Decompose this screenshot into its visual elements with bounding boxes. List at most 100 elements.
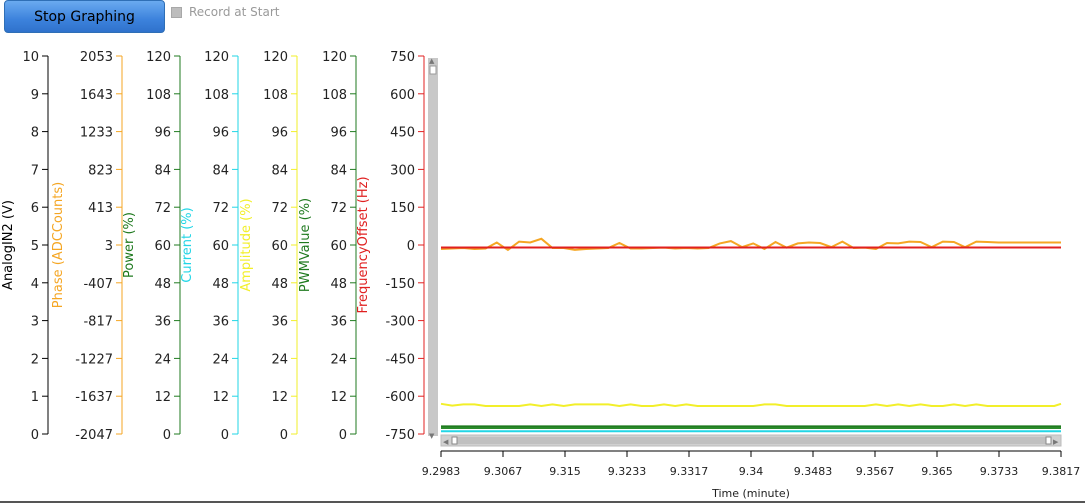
tick-label-power: 60: [154, 239, 171, 254]
tick-label-pwm: 72: [330, 201, 347, 216]
tick-label-frequency: -150: [385, 277, 415, 292]
x-tick-label: 9.3483: [794, 465, 833, 478]
tick-label-phase: 2053: [80, 50, 113, 65]
tick-label-analog: 4: [31, 277, 39, 292]
tick-label-power: 84: [154, 163, 171, 178]
tick-label-analog: 6: [31, 201, 39, 216]
tick-label-power: 0: [163, 428, 171, 443]
tick-label-current: 48: [212, 277, 229, 292]
record-at-start-label: Record at Start: [189, 5, 280, 19]
tick-label-current: 120: [204, 50, 229, 65]
tick-label-current: 72: [212, 201, 229, 216]
tick-label-frequency: -750: [385, 428, 415, 443]
x-tick-label: 9.3317: [670, 465, 709, 478]
axis-title-amplitude: Amplitude (%): [239, 198, 254, 291]
x-tick-label: 9.365: [921, 465, 953, 478]
tick-label-power: 96: [154, 126, 171, 141]
tick-label-pwm: 36: [330, 315, 347, 330]
tick-label-amplitude: 72: [271, 201, 288, 216]
tick-label-analog: 10: [22, 50, 39, 65]
window-bottom-border: [0, 501, 1085, 503]
axis-title-power: Power (%): [122, 212, 137, 278]
axis-title-current: Current (%): [180, 207, 195, 282]
tick-label-analog: 5: [31, 239, 39, 254]
tick-label-pwm: 0: [339, 428, 347, 443]
record-at-start-checkbox[interactable]: [171, 6, 182, 18]
tick-label-pwm: 84: [330, 163, 347, 178]
record-at-start-option[interactable]: Record at Start: [171, 3, 279, 21]
tick-label-power: 12: [154, 390, 171, 405]
tick-label-phase: 3: [105, 239, 113, 254]
tick-label-phase: -1637: [75, 390, 113, 405]
tick-label-phase: -2047: [75, 428, 113, 443]
tick-label-analog: 8: [31, 126, 39, 141]
tick-label-phase: 413: [88, 201, 113, 216]
tick-label-phase: -1227: [75, 352, 113, 367]
tick-label-phase: 823: [88, 163, 113, 178]
tick-label-amplitude: 108: [263, 88, 288, 103]
horizontal-scrollbar-thumb: [452, 437, 1050, 444]
tick-label-phase: -407: [83, 277, 113, 292]
tick-label-frequency: -300: [385, 315, 415, 330]
x-tick-label: 9.3067: [484, 465, 523, 478]
tick-label-frequency: 150: [390, 201, 415, 216]
tick-label-amplitude: 60: [271, 239, 288, 254]
tick-label-phase: 1233: [80, 126, 113, 141]
tick-label-analog: 9: [31, 88, 39, 103]
tick-label-pwm: 96: [330, 126, 347, 141]
tick-label-pwm: 24: [330, 352, 347, 367]
tick-label-amplitude: 12: [271, 390, 288, 405]
x-tick-label: 9.3733: [980, 465, 1019, 478]
tick-label-pwm: 120: [322, 50, 347, 65]
x-tick-label: 9.315: [549, 465, 581, 478]
tick-label-phase: -817: [83, 315, 113, 330]
tick-label-analog: 3: [31, 315, 39, 330]
x-tick-label: 9.3817: [1042, 465, 1081, 478]
tick-label-amplitude: 96: [271, 126, 288, 141]
tick-label-power: 120: [146, 50, 171, 65]
series-line-phase: [440, 237, 1061, 252]
tick-label-power: 36: [154, 315, 171, 330]
tick-label-current: 96: [212, 126, 229, 141]
tick-label-pwm: 12: [330, 390, 347, 405]
tick-label-power: 108: [146, 88, 171, 103]
tick-label-frequency: 300: [390, 163, 415, 178]
tick-label-frequency: 600: [390, 88, 415, 103]
tick-label-current: 84: [212, 163, 229, 178]
axis-title-analog: AnalogIN2 (V): [1, 200, 16, 290]
tick-label-amplitude: 120: [263, 50, 288, 65]
stop-graphing-button[interactable]: Stop Graphing: [4, 0, 165, 33]
tick-label-analog: 2: [31, 352, 39, 367]
tick-label-analog: 1: [31, 390, 39, 405]
tick-label-amplitude: 0: [280, 428, 288, 443]
tick-label-frequency: 750: [390, 50, 415, 65]
axis-title-frequency: FrequencyOffset (Hz): [356, 176, 371, 313]
tick-label-pwm: 60: [330, 239, 347, 254]
tick-label-current: 36: [212, 315, 229, 330]
vertical-scrollbar-track: [428, 58, 438, 436]
x-tick-label: 9.3233: [608, 465, 647, 478]
tick-label-pwm: 48: [330, 277, 347, 292]
tick-label-current: 108: [204, 88, 229, 103]
tick-label-analog: 7: [31, 163, 39, 178]
tick-label-pwm: 108: [322, 88, 347, 103]
scroll-down-icon: ▼: [429, 432, 435, 440]
horizontal-scrollbar-handle-left: [451, 436, 458, 445]
tick-label-amplitude: 36: [271, 315, 288, 330]
scroll-left-icon: ◀: [443, 438, 449, 446]
tick-label-current: 24: [212, 352, 229, 367]
tick-label-current: 0: [221, 428, 229, 443]
tick-label-amplitude: 24: [271, 352, 288, 367]
x-tick-label: 9.3567: [856, 465, 895, 478]
tick-label-phase: 1643: [80, 88, 113, 103]
tick-label-power: 24: [154, 352, 171, 367]
scroll-up-icon: ▲: [429, 57, 435, 65]
axis-title-pwm: PWMValue (%): [298, 198, 313, 292]
scroll-right-icon: ▶: [1053, 438, 1059, 446]
x-tick-label: 9.2983: [422, 465, 461, 478]
tick-label-power: 48: [154, 277, 171, 292]
tick-label-frequency: -600: [385, 390, 415, 405]
tick-label-current: 60: [212, 239, 229, 254]
axis-title-phase: Phase (ADCCounts): [51, 182, 66, 308]
